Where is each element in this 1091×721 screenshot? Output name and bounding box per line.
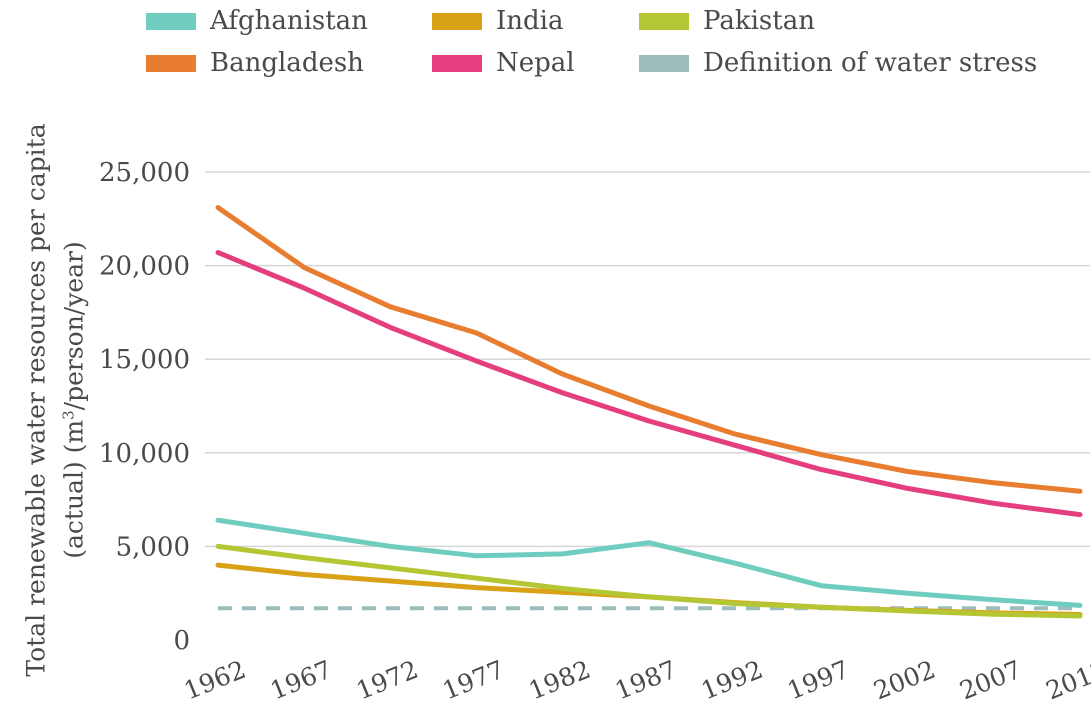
series-line-pakistan [215,543,1083,619]
x-tick-label: 1997 [783,655,853,706]
y-tick-label: 10,000 [99,439,190,469]
legend-label: Definition of water stress [703,48,1038,78]
x-tick-label: 2007 [956,655,1026,706]
legend-label: Pakistan [703,6,815,36]
legend-item-water-stress: Definition of water stress [639,48,1037,78]
x-tick-label: 2012 [1042,655,1091,706]
series-line-nepal [215,250,1083,518]
series-line-bangladesh [215,205,1083,494]
y-tick-label: 5,000 [116,532,190,562]
legend-swatch [639,12,689,30]
x-tick-label: 2002 [869,655,939,706]
legend-swatch [432,12,482,30]
y-tick-label: 15,000 [99,345,190,375]
legend: Afghanistan India Pakistan Bangladesh Ne… [0,0,1091,90]
legend-label: Afghanistan [210,6,368,36]
legend-item-pakistan: Pakistan [639,6,815,36]
legend-swatch [146,54,196,72]
series-line-afghanistan [215,517,1083,608]
y-tick-label: 0 [173,626,190,656]
legend-item-india: India [432,6,563,36]
x-tick-label: 1987 [611,655,681,706]
legend-item-nepal: Nepal [432,48,575,78]
legend-swatch [432,54,482,72]
x-tick-label: 1962 [180,655,250,706]
legend-swatch [146,12,196,30]
y-tick-label: 20,000 [99,252,190,282]
legend-item-bangladesh: Bangladesh [146,48,364,78]
legend-item-afghanistan: Afghanistan [146,6,368,36]
legend-label: Nepal [496,48,575,78]
y-tick-label: 25,000 [99,158,190,188]
legend-label: Bangladesh [210,48,364,78]
x-tick-label: 1982 [525,655,595,706]
x-tick-label: 1992 [697,655,767,706]
x-tick-label: 1967 [266,655,336,706]
x-tick-label: 1977 [438,655,508,706]
legend-label: India [496,6,564,36]
legend-swatch [639,54,689,72]
x-tick-label: 1972 [352,655,422,706]
